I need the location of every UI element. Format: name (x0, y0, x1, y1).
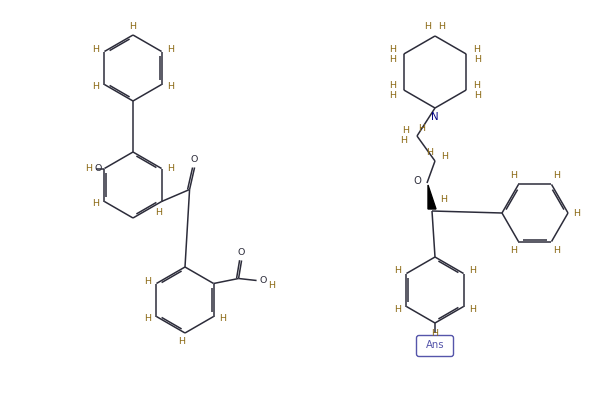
Text: H: H (553, 171, 560, 180)
Text: H: H (573, 209, 581, 218)
Text: H: H (394, 305, 401, 314)
Text: H: H (427, 147, 433, 156)
Text: H: H (167, 45, 174, 54)
Text: Ans: Ans (426, 340, 444, 350)
Text: H: H (400, 135, 408, 145)
Text: H: H (425, 21, 431, 30)
Text: H: H (179, 337, 185, 346)
Text: H: H (403, 126, 409, 135)
Text: H: H (472, 81, 480, 90)
Text: H: H (268, 281, 275, 290)
Text: O: O (260, 276, 267, 285)
Text: H: H (144, 314, 151, 323)
Text: H: H (474, 55, 480, 64)
Text: H: H (431, 329, 439, 337)
Text: H: H (167, 82, 174, 91)
Text: H: H (553, 246, 560, 255)
Text: H: H (92, 45, 99, 54)
Text: H: H (469, 266, 476, 275)
Text: O: O (238, 248, 245, 257)
Text: O: O (191, 155, 198, 164)
Text: H: H (394, 266, 401, 275)
Text: H: H (439, 21, 446, 30)
Text: H: H (155, 208, 162, 217)
Text: H: H (474, 90, 480, 100)
Text: H: H (510, 171, 517, 180)
Text: H: H (130, 21, 136, 30)
Text: O: O (413, 176, 421, 186)
Text: H: H (167, 164, 174, 173)
Text: H: H (389, 45, 397, 53)
Text: H: H (92, 199, 99, 208)
Text: H: H (389, 81, 397, 90)
Text: O: O (95, 164, 102, 173)
Text: H: H (441, 152, 449, 160)
Text: H: H (389, 90, 397, 100)
FancyBboxPatch shape (417, 335, 453, 357)
Text: H: H (469, 305, 476, 314)
Text: N: N (431, 112, 439, 122)
Text: H: H (144, 277, 151, 286)
Text: H: H (389, 55, 397, 64)
Text: H: H (441, 194, 447, 203)
Text: H: H (85, 164, 92, 173)
Text: H: H (92, 82, 99, 91)
Text: H: H (510, 246, 517, 255)
Text: H: H (419, 124, 425, 132)
Text: H: H (472, 45, 480, 53)
Text: H: H (219, 314, 226, 323)
Polygon shape (428, 185, 436, 209)
